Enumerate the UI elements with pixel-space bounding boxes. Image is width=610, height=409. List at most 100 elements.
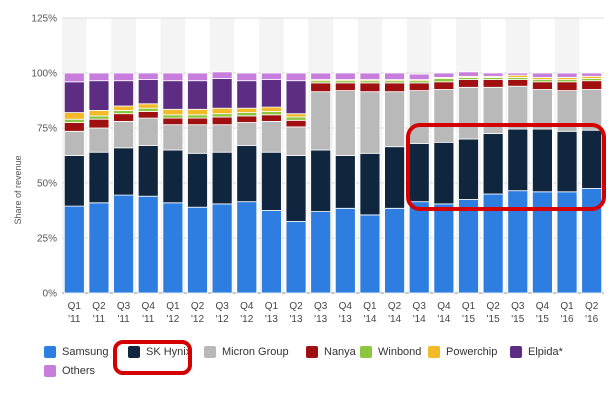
bar-segment-nanya — [482, 79, 504, 88]
bar-segment-nanya — [408, 82, 430, 92]
bar-segment-others — [88, 72, 110, 82]
legend-label: Elpida* — [528, 346, 563, 358]
bar-segment-winbond — [88, 115, 110, 120]
bar-segment-others — [211, 71, 233, 79]
bar-segment-samsung — [211, 203, 233, 294]
bar-segment-others — [556, 72, 578, 78]
bar-segment-samsung — [408, 201, 430, 294]
legend-swatch — [360, 346, 372, 358]
x-tick-label-year: '12 — [166, 314, 179, 325]
x-tick-label-quarter: Q2 — [585, 301, 599, 312]
legend-item-others[interactable]: Others — [44, 365, 95, 377]
bar-segment-nanya — [137, 111, 159, 119]
bar-segment-powerchip — [187, 108, 208, 116]
bar-segment-nanya — [113, 113, 134, 122]
bar-segment-powerchip — [63, 112, 85, 120]
bar-segment-nanya — [88, 118, 110, 129]
bar-segment-micron-group — [359, 91, 381, 154]
bar-segment-samsung — [433, 203, 455, 294]
bar-segment-nanya — [310, 82, 332, 93]
highlight-box-legend-sk-hynix — [113, 340, 192, 375]
legend-item-nanya[interactable]: Nanya — [306, 346, 356, 358]
bar-segment-sk-hynix — [187, 152, 208, 208]
bar-segment-sk-hynix — [211, 151, 233, 205]
bar-segment-sk-hynix — [384, 146, 405, 209]
legend-label: Samsung — [62, 346, 109, 358]
bar-segment-samsung — [88, 202, 110, 294]
bar-segment-others — [334, 72, 356, 80]
bar-segment-powerchip — [261, 106, 282, 112]
x-tick-label-year: '16 — [561, 314, 574, 325]
bar-segment-powerchip — [113, 105, 134, 111]
bar-segment-samsung — [532, 191, 553, 294]
x-tick-label-quarter: Q4 — [142, 301, 156, 312]
bar-segment-samsung — [285, 221, 307, 294]
bar-segment-powerchip — [162, 108, 184, 116]
bar-segment-elpida — [187, 80, 208, 110]
legend-label: Micron Group — [222, 346, 289, 358]
bar-segment-sk-hynix — [137, 145, 159, 197]
bar-segment-powerchip — [211, 107, 233, 115]
bar-segment-elpida — [162, 80, 184, 110]
bar-segment-nanya — [458, 79, 479, 88]
bar-segment-sk-hynix — [334, 155, 356, 209]
legend-swatch — [510, 346, 522, 358]
bar-segment-winbond — [162, 114, 184, 119]
bar-segment-others — [581, 72, 603, 77]
y-tick-label: 25% — [37, 234, 57, 245]
x-tick-label-quarter: Q2 — [289, 301, 303, 312]
x-tick-label-year: '13 — [339, 314, 352, 325]
bar-segment-samsung — [334, 207, 356, 294]
bar-segment-powerchip — [88, 110, 110, 117]
legend-item-sk-hynix[interactable]: SK Hynix — [128, 346, 191, 358]
bar-segment-micron-group — [384, 91, 405, 148]
bar-segment-others — [187, 72, 208, 82]
bar-segment-micron-group — [310, 91, 332, 151]
bar-segment-elpida — [211, 78, 233, 109]
bar-segment-others — [408, 73, 430, 80]
x-tick-label-quarter: Q2 — [92, 301, 106, 312]
bar-segment-elpida — [285, 80, 307, 115]
x-tick-label-year: '13 — [290, 314, 303, 325]
x-tick-label-year: '11 — [93, 314, 106, 325]
legend-label: Powerchip — [446, 346, 498, 358]
bar-segment-samsung — [359, 214, 381, 294]
x-tick-label-year: '15 — [462, 314, 475, 325]
y-tick-label: 125% — [31, 14, 57, 25]
x-tick-label-year: '15 — [536, 314, 549, 325]
x-tick-label-quarter: Q3 — [413, 301, 427, 312]
bar-segment-sk-hynix — [408, 142, 430, 203]
bar-segment-samsung — [113, 194, 134, 294]
bar-segment-samsung — [310, 211, 332, 294]
bar-segment-micron-group — [507, 85, 529, 130]
x-tick-label-quarter: Q2 — [191, 301, 205, 312]
x-tick-label-year: '14 — [437, 314, 450, 325]
legend-label: Winbond — [378, 346, 422, 358]
bar-segment-micron-group — [211, 124, 233, 153]
bar-segment-samsung — [162, 202, 184, 294]
legend-item-powerchip[interactable]: Powerchip — [428, 346, 497, 358]
bar-segment-micron-group — [285, 126, 307, 156]
legend-label: Others — [62, 365, 96, 377]
bar-segment-others — [310, 72, 332, 80]
bar-segment-micron-group — [88, 127, 110, 153]
bar-segment-sk-hynix — [458, 138, 479, 200]
legend-item-samsung[interactable]: Samsung — [44, 346, 108, 358]
bar-segment-winbond — [63, 118, 85, 123]
bar-segment-powerchip — [236, 107, 258, 113]
bar-segment-samsung — [137, 195, 159, 294]
x-tick-label-year: '14 — [363, 314, 376, 325]
bar-segment-sk-hynix — [532, 128, 553, 193]
bar-segment-micron-group — [63, 130, 85, 156]
legend-item-winbond[interactable]: Winbond — [360, 346, 421, 358]
x-tick-label-quarter: Q3 — [314, 301, 328, 312]
legend-item-elpida[interactable]: Elpida* — [510, 346, 563, 358]
bar-segments — [63, 71, 603, 294]
legend-item-micron-group[interactable]: Micron Group — [204, 346, 289, 358]
y-tick-label: 50% — [37, 179, 57, 190]
bar-segment-elpida — [63, 81, 85, 114]
x-tick-label-year: '15 — [487, 314, 500, 325]
x-tick-label-year: '12 — [240, 314, 253, 325]
bar-segment-others — [507, 72, 529, 76]
